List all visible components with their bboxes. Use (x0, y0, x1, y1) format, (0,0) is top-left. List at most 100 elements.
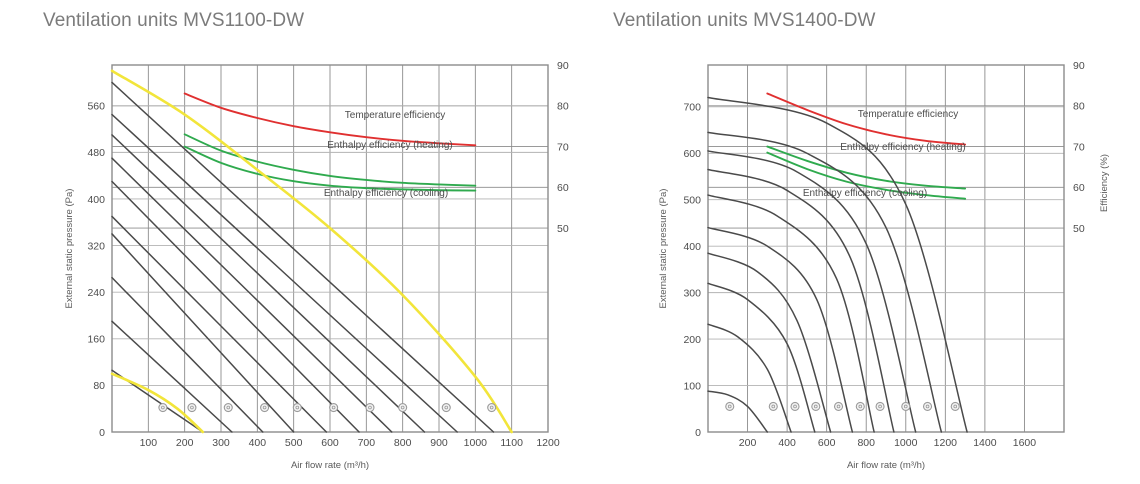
x-tick-label: 1200 (536, 437, 560, 449)
operating-point-marker (950, 401, 960, 411)
series-curve (766, 151, 967, 200)
operating-point-marker (768, 401, 778, 411)
y-tick-label-left: 200 (683, 334, 701, 346)
marker-dot (727, 404, 732, 409)
y-tick-label-right: 70 (1073, 141, 1085, 153)
y-tick-label-left: 560 (87, 101, 105, 113)
y-tick-label-right: 50 (1073, 223, 1085, 235)
series-curve (707, 131, 943, 433)
x-tick-label: 600 (321, 437, 339, 449)
plot-frame (707, 64, 1065, 433)
operating-point-marker (329, 402, 339, 413)
marker-circle (833, 401, 844, 411)
marker-dot (813, 404, 818, 409)
y-tick-label-left: 0 (695, 427, 701, 439)
operating-point-marker (365, 402, 375, 413)
y-tick-label-right: 60 (1073, 182, 1085, 194)
chart-title: Ventilation units MVS1400-DW (613, 10, 876, 31)
series-curve (707, 226, 854, 433)
marker-dot (836, 404, 841, 409)
y-tick-label-left: 700 (683, 102, 701, 114)
marker-dot (295, 405, 300, 410)
x-tick-label: 1000 (464, 437, 488, 449)
curve-annotation-enthalpy_cooling: Enthalpy efficiency (cooling) (324, 188, 448, 199)
marker-dot (925, 404, 930, 409)
series-curve (766, 92, 967, 146)
marker-circle (768, 401, 778, 411)
marker-circle (365, 402, 375, 413)
marker-circle (187, 402, 197, 413)
x-tick-label: 1600 (1013, 437, 1037, 449)
marker-circle (398, 402, 408, 413)
y-tick-label-right: 90 (1073, 60, 1085, 72)
y-tick-label-left: 160 (87, 334, 105, 346)
series-curve (110, 372, 205, 434)
marker-circle (292, 402, 302, 413)
marker-circle (487, 402, 497, 413)
x-tick-label: 600 (818, 437, 836, 449)
chart-plot-area: 100 200 300 400 500 600 700 800 900 1000 1100 1200 0… (64, 60, 569, 471)
operating-point-marker (875, 401, 885, 411)
marker-circle (260, 402, 270, 413)
marker-circle (725, 401, 735, 411)
marker-dot (903, 404, 908, 409)
marker-dot (771, 404, 776, 409)
marker-dot (400, 405, 405, 410)
marker-dot (190, 405, 194, 410)
x-axis-label: Air flow rate (m³/h) (291, 460, 369, 471)
y-tick-label-left: 300 (683, 287, 701, 299)
operating-point-marker (223, 402, 233, 413)
x-tick-label: 1400 (973, 437, 997, 449)
y-axis-label-right: Efficiency (%) (1099, 154, 1110, 212)
x-tick-label: 700 (358, 437, 376, 449)
y-tick-label-left: 80 (93, 380, 105, 392)
series-curve (111, 276, 264, 433)
x-tick-label: 100 (140, 437, 158, 449)
series-curve (707, 282, 816, 433)
curve-annotation-enthalpy_cooling: Enthalpy efficiency (cooling) (803, 188, 927, 199)
operating-point-marker (292, 402, 302, 413)
x-tick-label: 1000 (894, 437, 918, 449)
y-tick-label-left: 500 (683, 195, 701, 207)
y-tick-label-right: 90 (557, 60, 569, 72)
marker-circle (329, 402, 339, 413)
y-tick-label-right: 70 (557, 141, 569, 153)
series-curve (111, 320, 233, 433)
x-tick-label: 300 (212, 437, 230, 449)
series-curve (183, 145, 477, 192)
x-tick-label: 400 (778, 437, 796, 449)
operating-point-marker (260, 402, 270, 413)
operating-point-marker (187, 402, 197, 413)
x-tick-label: 500 (285, 437, 303, 449)
marker-dot (331, 405, 336, 410)
y-axis-label-left: External static pressure (Pa) (658, 189, 669, 309)
operating-point-marker (811, 401, 821, 411)
series-curve (110, 69, 513, 434)
marker-circle (922, 401, 933, 411)
x-tick-label: 400 (249, 437, 267, 449)
y-tick-label-left: 0 (99, 427, 105, 439)
y-tick-label-left: 100 (683, 380, 701, 392)
series-curve (707, 168, 895, 433)
y-tick-label-left: 480 (87, 147, 105, 159)
marker-circle (855, 401, 865, 411)
series-curve (111, 113, 458, 433)
y-tick-label-left: 320 (87, 240, 105, 252)
operating-point-marker (725, 401, 735, 411)
series-curve (707, 194, 875, 433)
x-tick-label: 200 (176, 437, 194, 449)
x-tick-label: 1200 (934, 437, 958, 449)
plot-group: 200 400 600 800 1000 1200 1400 1600 0 100 200 300 40… (658, 60, 1110, 471)
series-curve (707, 390, 769, 433)
operating-point-marker (922, 401, 933, 411)
curve-annotation-enthalpy_heating: Enthalpy efficiency (heating) (840, 142, 965, 153)
x-tick-label: 800 (394, 437, 412, 449)
marker-circle (223, 402, 233, 413)
x-axis-label: Air flow rate (m³/h) (847, 460, 925, 471)
operating-point-marker (833, 401, 844, 411)
operating-point-marker (790, 401, 800, 411)
y-tick-label-right: 50 (557, 223, 569, 235)
marker-dot (368, 405, 372, 410)
series-curve (707, 150, 917, 433)
marker-dot (262, 405, 267, 410)
